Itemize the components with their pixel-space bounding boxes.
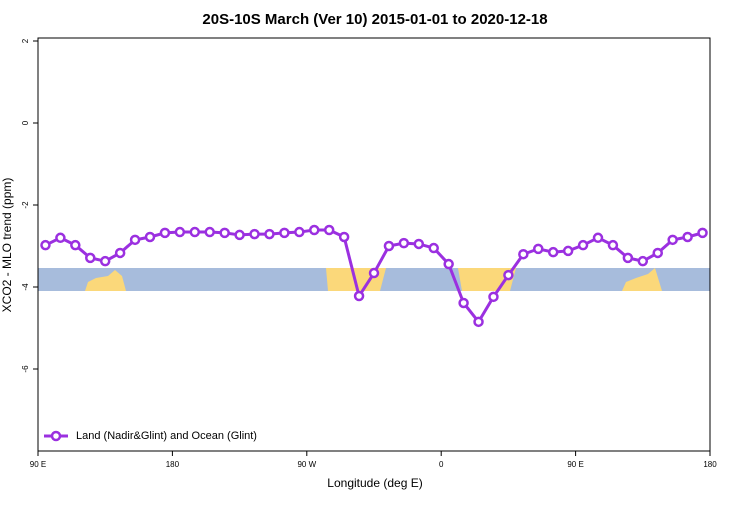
data-point (40, 239, 51, 251)
data-point (353, 290, 365, 302)
x-tick-label: 180 (703, 460, 717, 469)
legend-label: Land (Nadir&Glint) and Ocean (Glint) (76, 430, 257, 442)
data-point (443, 258, 454, 270)
data-point (114, 247, 126, 259)
y-tick-label: 2 (21, 38, 30, 43)
plot-frame (37, 37, 711, 452)
data-point (368, 267, 380, 279)
data-point (383, 240, 395, 252)
data-point (547, 246, 559, 258)
data-point (533, 243, 544, 255)
data-point (219, 227, 230, 239)
data-point (294, 226, 305, 238)
data-point (398, 237, 410, 249)
data-point (279, 227, 290, 239)
data-point (413, 238, 425, 250)
data-point (85, 252, 96, 264)
x-tick-label: 90 E (567, 460, 583, 469)
data-point (473, 316, 484, 328)
x-tick-label: 180 (166, 460, 180, 469)
data-point (652, 247, 663, 259)
data-point (70, 239, 81, 251)
data-point (607, 239, 619, 251)
data-point (562, 245, 574, 257)
data-point (249, 228, 260, 240)
data-point (667, 234, 678, 246)
data-point (488, 291, 499, 303)
data-point (503, 269, 514, 281)
data-point (458, 297, 469, 309)
data-point (428, 242, 439, 254)
y-axis-label: XCO2 - MLO trend (ppm) (0, 178, 14, 313)
x-tick-label: 90 E (30, 460, 46, 469)
y-tick-label: -6 (21, 365, 30, 373)
data-point (697, 227, 708, 239)
data-point (577, 239, 589, 251)
chart-title: 20S-10S March (Ver 10) 2015-01-01 to 202… (202, 11, 547, 28)
data-point (204, 226, 215, 238)
data-point (637, 255, 649, 267)
data-point (99, 255, 111, 267)
y-tick-label: -4 (21, 283, 30, 291)
data-point (323, 224, 335, 236)
data-point (234, 229, 245, 241)
data-point (189, 226, 201, 238)
x-axis-label: Longitude (deg E) (327, 476, 422, 490)
data-point (338, 231, 350, 243)
data-point (622, 252, 634, 264)
y-tick-label: -2 (21, 201, 30, 209)
legend-marker (50, 430, 62, 442)
data-point (264, 228, 275, 240)
data-point (129, 234, 141, 246)
x-tick-label: 0 (439, 460, 444, 469)
y-tick-label: 0 (21, 120, 30, 125)
x-tick-label: 90 W (297, 460, 316, 469)
data-point (592, 232, 604, 244)
data-point (518, 248, 529, 260)
data-point (174, 226, 186, 238)
data-point (682, 231, 693, 243)
data-point (309, 224, 320, 236)
data-point (55, 232, 66, 244)
data-point (159, 227, 171, 239)
data-point (144, 231, 156, 243)
